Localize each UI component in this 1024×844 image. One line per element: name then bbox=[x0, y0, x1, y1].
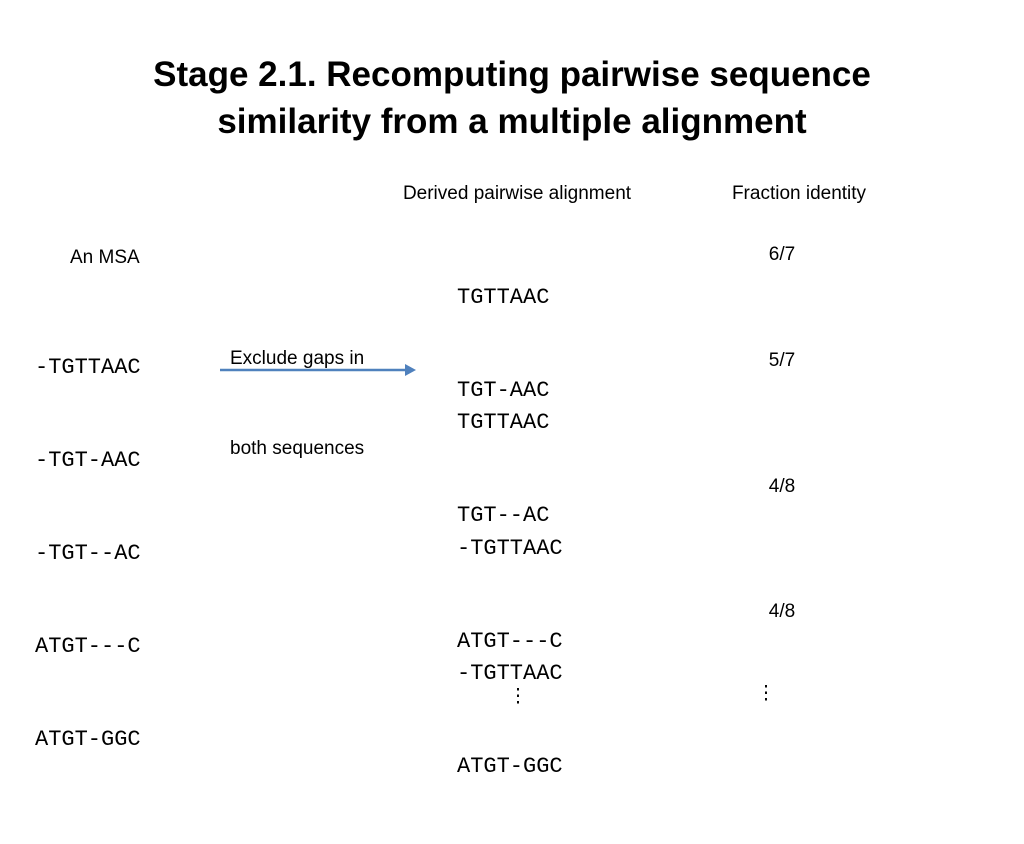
pair: -TGTTAAC ATGT---C bbox=[457, 471, 563, 719]
arrow-label-line: both sequences bbox=[230, 438, 365, 459]
arrow-label: Exclude gaps in both sequences bbox=[230, 284, 364, 524]
pair: -TGTTAAC ATGT-GGC bbox=[457, 596, 563, 844]
identity: 6/7 bbox=[768, 244, 796, 265]
msa-row: -TGTTAAC bbox=[35, 355, 141, 380]
msa-label: An MSA bbox=[70, 247, 140, 268]
identity: 4/8 bbox=[768, 601, 796, 622]
pair-row: TGT--AC bbox=[457, 503, 550, 528]
pair-row: -TGTTAAC bbox=[457, 661, 563, 686]
ellipsis: ⋮ bbox=[508, 686, 528, 707]
msa: -TGTTAAC -TGT-AAC -TGT--AC ATGT---C ATGT… bbox=[35, 290, 141, 817]
identity: 4/8 bbox=[768, 476, 796, 497]
title-line: similarity from a multiple alignment bbox=[217, 102, 807, 141]
pair-row: ATGT---C bbox=[457, 629, 563, 654]
pair-row: TGT-AAC bbox=[457, 378, 550, 403]
msa-row: ATGT---C bbox=[35, 634, 141, 659]
ellipsis: ⋮ bbox=[756, 683, 776, 704]
column-header: Derived pairwise alignment bbox=[402, 183, 632, 204]
arrow-head bbox=[405, 364, 416, 376]
pair: TGTTAAC TGT--AC bbox=[457, 345, 549, 593]
pair-row: TGTTAAC bbox=[457, 285, 550, 310]
pair: TGTTAAC TGT-AAC bbox=[457, 220, 549, 468]
pair-row: ATGT-GGC bbox=[457, 754, 563, 779]
identity: 5/7 bbox=[768, 350, 796, 371]
arrow bbox=[220, 364, 416, 376]
slide: Stage 2.1. Recomputing pairwise sequence… bbox=[35, 55, 871, 779]
title-line: Stage 2.1. Recomputing pairwise sequence bbox=[153, 55, 871, 94]
arrow-label-line: Exclude gaps in bbox=[230, 348, 365, 369]
msa-row: -TGT-AAC bbox=[35, 448, 141, 473]
column-header: Fraction identity bbox=[731, 183, 867, 204]
pair-row: -TGTTAAC bbox=[457, 536, 563, 561]
pair-row: TGTTAAC bbox=[457, 410, 550, 435]
msa-row: -TGT--AC bbox=[35, 541, 141, 566]
msa-row: ATGT-GGC bbox=[35, 727, 141, 752]
